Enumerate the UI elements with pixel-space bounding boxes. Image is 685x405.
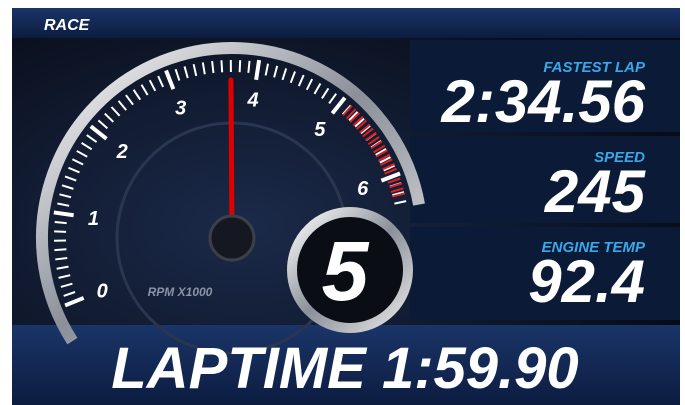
- stat-panel: [410, 227, 680, 320]
- minor-tick: [104, 112, 115, 123]
- stat-value: 245: [544, 158, 647, 225]
- minor-tick: [348, 111, 359, 122]
- needle: [228, 77, 235, 241]
- bezel: [36, 42, 425, 345]
- minor-tick: [125, 94, 134, 106]
- tick-label: 1: [88, 208, 99, 230]
- stat-value: 2:34.56: [441, 68, 646, 135]
- tick-label: 6: [357, 178, 369, 200]
- tick-label: 4: [247, 90, 259, 112]
- tick-label: 0: [97, 280, 108, 302]
- minor-tick: [264, 63, 270, 76]
- minor-tick: [313, 83, 322, 95]
- header-bar: [12, 8, 680, 38]
- minor-tick: [238, 60, 242, 73]
- minor-tick: [68, 166, 80, 174]
- minor-tick: [76, 150, 88, 158]
- minor-tick: [55, 256, 68, 261]
- minor-tick: [297, 74, 305, 87]
- minor-tick: [97, 119, 109, 130]
- minor-tick: [220, 60, 224, 73]
- minor-tick: [56, 265, 69, 270]
- gear: 5: [322, 224, 370, 318]
- minor-tick: [60, 282, 73, 288]
- stat-label: ENGINE TEMP: [542, 239, 646, 256]
- stat-panel: [410, 40, 680, 132]
- minor-tick: [59, 193, 72, 199]
- laptime-value: 1:59.90: [382, 336, 579, 401]
- minor-tick: [81, 142, 93, 151]
- redline: [342, 105, 406, 200]
- minor-tick: [192, 63, 198, 77]
- minor-tick: [394, 200, 407, 205]
- minor-tick: [63, 291, 76, 297]
- minor-tick: [379, 156, 392, 164]
- minor-tick: [117, 100, 127, 111]
- minor-tick: [201, 62, 206, 75]
- minor-tick: [54, 221, 67, 225]
- stat-value: 92.4: [528, 248, 645, 315]
- unit-label: RPM X1000: [148, 285, 213, 299]
- laptime-bar: [12, 325, 680, 405]
- stat-label: FASTEST LAP: [543, 59, 646, 76]
- minor-tick: [110, 106, 121, 117]
- tick-label: 5: [314, 119, 326, 141]
- major-tick: [380, 171, 401, 183]
- minor-tick: [140, 84, 149, 96]
- laptime-label: LAPTIME: [111, 336, 368, 401]
- minor-tick: [375, 147, 387, 156]
- tick-label: 2: [116, 141, 128, 163]
- minor-tick: [71, 158, 84, 166]
- minor-tick: [289, 71, 296, 84]
- stat-label: SPEED: [594, 149, 645, 166]
- major-tick: [64, 296, 85, 308]
- major-tick: [254, 59, 262, 81]
- gear-ring: [287, 207, 413, 333]
- major-tick: [53, 210, 74, 218]
- major-tick: [89, 124, 108, 141]
- minor-tick: [86, 134, 98, 143]
- minor-tick: [58, 274, 71, 279]
- minor-tick: [273, 65, 279, 78]
- minor-tick: [360, 124, 371, 135]
- minor-tick: [328, 93, 337, 104]
- minor-tick: [64, 175, 77, 182]
- minor-tick: [157, 75, 165, 88]
- major-tick: [330, 96, 347, 115]
- minor-tick: [247, 60, 251, 73]
- major-tick: [164, 69, 176, 90]
- minor-tick: [211, 61, 215, 74]
- minor-tick: [383, 164, 395, 172]
- minor-tick: [54, 248, 67, 252]
- minor-tick: [321, 87, 330, 100]
- rpm-gauge: 0 1 2 3 4 5 6 RPM X1000 5: [36, 42, 425, 355]
- minor-tick: [148, 79, 157, 92]
- minor-tick: [132, 89, 142, 101]
- minor-tick: [174, 68, 181, 81]
- header-title: RACE: [44, 17, 91, 34]
- minor-tick: [354, 117, 365, 128]
- minor-tick: [57, 202, 70, 207]
- needle-hub: [208, 214, 256, 262]
- stat-panel: [410, 136, 680, 223]
- minor-tick: [281, 68, 288, 81]
- tick-label: 3: [175, 98, 186, 120]
- minor-tick: [183, 66, 189, 79]
- minor-tick: [392, 191, 405, 197]
- minor-tick: [305, 78, 314, 91]
- minor-tick: [61, 184, 74, 190]
- laptime: LAPTIME 1:59.90: [111, 336, 578, 401]
